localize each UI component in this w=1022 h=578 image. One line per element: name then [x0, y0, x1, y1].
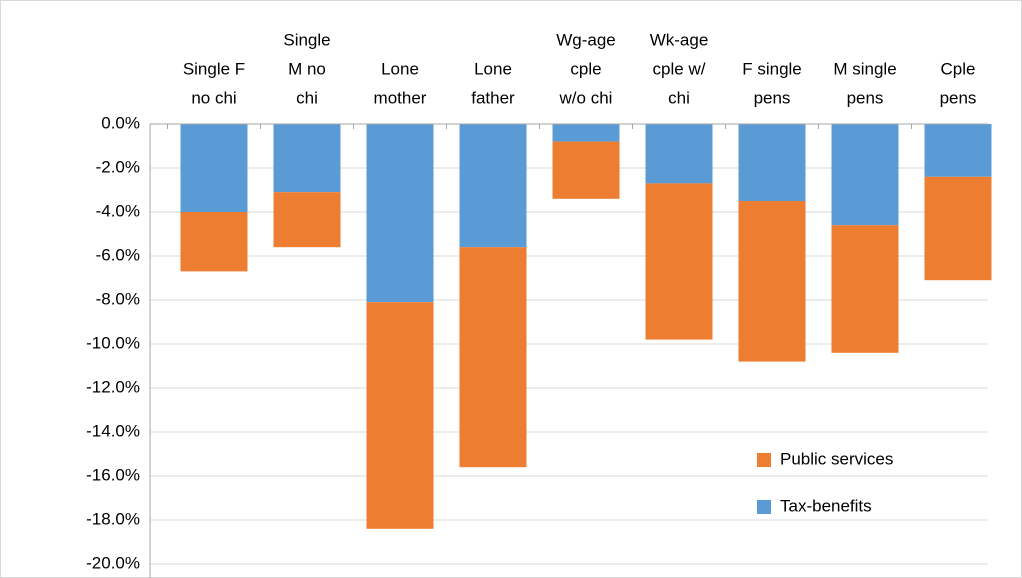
- bar-segment: [552, 141, 620, 199]
- bar-segment: [831, 124, 899, 226]
- bar-segment: [738, 201, 806, 362]
- bar-segment: [645, 124, 713, 184]
- bar-segment: [831, 225, 899, 353]
- x-tick-label: pens: [940, 88, 977, 107]
- bar-segment: [180, 124, 248, 212]
- x-tick-label: M single: [833, 59, 896, 78]
- legend-swatch: [757, 453, 771, 467]
- x-tick-label: Lone: [474, 59, 512, 78]
- x-tick-label: F single: [742, 59, 802, 78]
- x-tick-label: chi: [668, 88, 690, 107]
- x-tick-label: M no: [288, 59, 326, 78]
- y-tick-label: -10.0%: [86, 333, 140, 352]
- y-tick-label: -6.0%: [96, 245, 140, 264]
- bar-segment: [552, 124, 620, 142]
- bar-segment: [273, 124, 341, 193]
- x-tick-label: w/o chi: [559, 88, 613, 107]
- x-tick-label: chi: [296, 88, 318, 107]
- y-tick-label: -16.0%: [86, 465, 140, 484]
- x-tick-label: Wg-age: [556, 30, 616, 49]
- bar-segment: [366, 302, 434, 529]
- legend-label: Public services: [780, 449, 893, 468]
- y-tick-label: -20.0%: [86, 553, 140, 572]
- y-tick-label: -14.0%: [86, 421, 140, 440]
- x-tick-label: Single F: [183, 59, 245, 78]
- x-tick-label: Cple: [941, 59, 976, 78]
- x-tick-label: mother: [374, 88, 427, 107]
- bar-segment: [366, 124, 434, 303]
- bar-segment: [645, 183, 713, 340]
- bar-segment: [180, 212, 248, 272]
- legend-swatch: [757, 500, 771, 514]
- x-tick-label: Wk-age: [650, 30, 709, 49]
- x-tick-label: Lone: [381, 59, 419, 78]
- legend-label: Tax-benefits: [780, 496, 872, 515]
- x-tick-label: father: [471, 88, 515, 107]
- x-tick-label: pens: [847, 88, 884, 107]
- y-tick-label: -4.0%: [96, 201, 140, 220]
- y-tick-label: -8.0%: [96, 289, 140, 308]
- bar-segment: [273, 192, 341, 248]
- y-tick-label: 0.0%: [101, 113, 140, 132]
- x-tick-label: no chi: [191, 88, 236, 107]
- y-tick-label: -18.0%: [86, 509, 140, 528]
- bar-segment: [738, 124, 806, 201]
- y-tick-label: -2.0%: [96, 157, 140, 176]
- x-tick-label: cple w/: [653, 59, 706, 78]
- x-tick-label: pens: [754, 88, 791, 107]
- bar-segment: [459, 124, 527, 248]
- bar-segment: [459, 247, 527, 468]
- y-tick-label: -12.0%: [86, 377, 140, 396]
- x-tick-label: cple: [570, 59, 601, 78]
- bar-segment: [924, 176, 992, 281]
- x-tick-label: Single: [283, 30, 330, 49]
- bar-segment: [924, 124, 992, 177]
